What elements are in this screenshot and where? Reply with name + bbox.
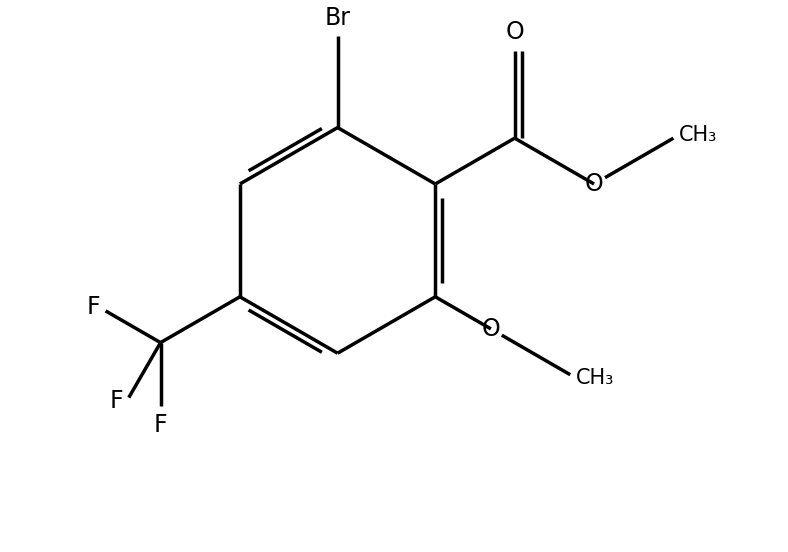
Text: O: O <box>585 172 604 196</box>
Text: O: O <box>481 317 500 341</box>
Text: F: F <box>154 413 167 437</box>
Text: CH₃: CH₃ <box>576 368 614 388</box>
Text: F: F <box>110 389 123 413</box>
Text: CH₃: CH₃ <box>679 125 717 145</box>
Text: Br: Br <box>325 6 351 30</box>
Text: O: O <box>505 20 524 44</box>
Text: F: F <box>87 295 100 320</box>
